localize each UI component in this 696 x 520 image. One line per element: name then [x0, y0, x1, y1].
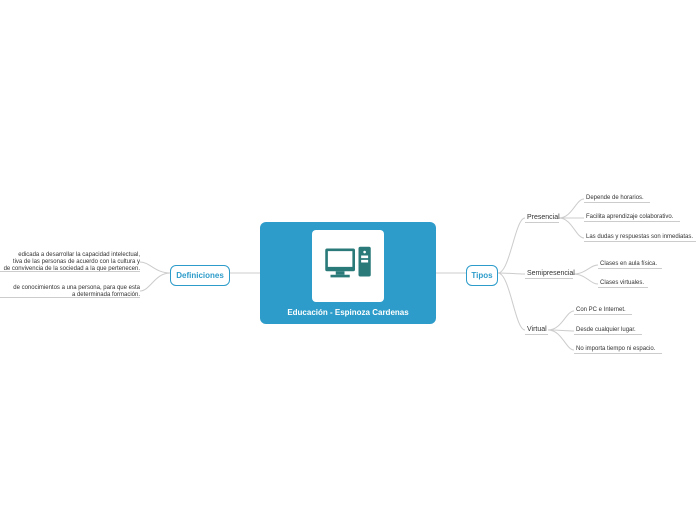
presencial-leaf-3: Las dudas y respuestas son inmediatas. — [586, 234, 693, 240]
center-title: Educación - Espinoza Cardenas — [287, 308, 408, 317]
computer-icon — [312, 230, 384, 302]
definiciones-node[interactable]: Definiciones — [170, 265, 230, 286]
semipresencial-leaf-1: Clases en aula física. — [600, 261, 657, 267]
leaf-underline — [584, 221, 680, 222]
leaf-underline — [598, 268, 662, 269]
leaf-underline — [584, 202, 650, 203]
presencial-leaf-2: Facilita aprendizaje colaborativo. — [586, 214, 673, 220]
leaf-underline — [574, 314, 632, 315]
definiciones-label: Definiciones — [176, 271, 224, 280]
virtual-node[interactable]: Virtual — [527, 326, 547, 333]
semipresencial-node[interactable]: Semipresencial — [527, 270, 575, 277]
leaf-underline — [0, 271, 140, 272]
presencial-node[interactable]: Presencial — [527, 214, 560, 221]
leaf-underline — [525, 222, 559, 223]
leaf-underline — [525, 278, 573, 279]
semipresencial-leaf-2: Clases virtuales. — [600, 280, 644, 286]
center-node[interactable]: Educación - Espinoza Cardenas — [260, 222, 436, 324]
leaf-underline — [0, 297, 140, 298]
leaf-underline — [574, 353, 662, 354]
presencial-leaf-1: Depende de horarios. — [586, 195, 644, 201]
definicion-leaf-1: edicada a desarrollar la capacidad intel… — [0, 252, 140, 273]
virtual-leaf-2: Desde cualquier lugar. — [576, 327, 636, 333]
virtual-leaf-3: No importa tiempo ni espacio. — [576, 346, 655, 352]
leaf-underline — [574, 334, 642, 335]
tipos-node[interactable]: Tipos — [466, 265, 498, 286]
leaf-underline — [598, 287, 648, 288]
leaf-underline — [525, 334, 548, 335]
tipos-label: Tipos — [471, 271, 492, 280]
virtual-leaf-1: Con PC e Internet. — [576, 307, 626, 313]
leaf-underline — [584, 241, 696, 242]
